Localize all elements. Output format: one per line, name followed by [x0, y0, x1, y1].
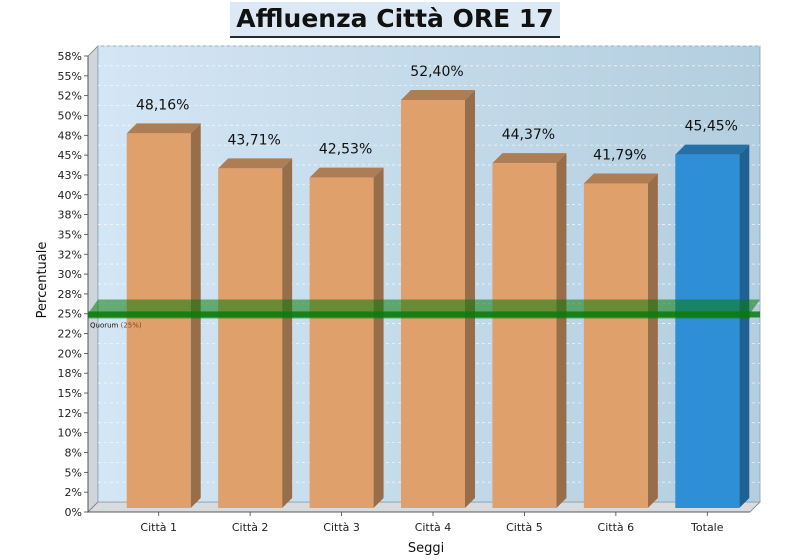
- data-label: 44,37%: [502, 127, 555, 143]
- y-tick-label: 35%: [58, 228, 82, 241]
- y-tick-label: 32%: [58, 248, 82, 261]
- x-category-label: Città 6: [598, 521, 635, 534]
- x-category-label: Totale: [690, 521, 724, 534]
- y-tick-label: 25%: [58, 308, 82, 321]
- data-label: 43,71%: [227, 132, 280, 148]
- bar-top: [492, 153, 567, 164]
- y-tick-label: 50%: [58, 109, 82, 122]
- bar-side: [647, 173, 658, 508]
- y-tick-label: 43%: [58, 169, 82, 182]
- y-tick-label: 12%: [58, 407, 82, 420]
- y-tick-label: 45%: [58, 149, 82, 162]
- x-axis-categories: Città 1 Città 2 Città 3 Città 4 Città 5 Città…: [88, 511, 750, 534]
- bar: [218, 168, 283, 508]
- bar-side: [373, 167, 384, 508]
- data-label: 45,45%: [685, 119, 738, 135]
- y-tick-label: 58%: [58, 50, 82, 63]
- bar: [583, 183, 648, 508]
- bar-top: [401, 90, 475, 101]
- y-axis-ticks: 0% 2% 5% 8% 10% 12% 15% 18% 20% 22% 25% 28% 30% 32% 35…: [58, 50, 89, 519]
- x-category-label: Città 2: [232, 521, 269, 534]
- x-category-label: Città 5: [506, 521, 543, 534]
- data-label: 48,16%: [136, 97, 189, 113]
- bar-side: [556, 153, 567, 508]
- bar-side: [465, 90, 475, 508]
- bar-side: [739, 144, 750, 509]
- bar-top: [583, 173, 658, 184]
- y-tick-label: 8%: [65, 447, 82, 460]
- bar-top: [675, 144, 750, 155]
- y-tick-label: 5%: [65, 466, 82, 479]
- y-tick-label: 38%: [58, 209, 82, 222]
- data-label: 42,53%: [319, 142, 372, 158]
- quorum-line: [88, 311, 760, 318]
- y-tick-label: 28%: [58, 288, 82, 301]
- y-tick-label: 0%: [65, 506, 82, 519]
- data-label: 41,79%: [593, 147, 646, 163]
- title-container: Affluenza Città ORE 17: [0, 0, 790, 38]
- bar-top: [126, 123, 201, 134]
- bar: [309, 177, 374, 508]
- x-category-label: Città 4: [415, 521, 452, 534]
- y-tick-label: 10%: [58, 427, 82, 440]
- quorum-label-text: Quorum: [90, 321, 119, 329]
- y-tick-label: 40%: [58, 189, 82, 202]
- quorum-line: Quorum (25%): [88, 299, 760, 329]
- bar-top: [218, 158, 293, 169]
- y-tick-label: 55%: [58, 70, 82, 83]
- y-tick-label: 15%: [58, 387, 82, 400]
- bar-top: [309, 167, 384, 178]
- x-category-label: Città 1: [140, 521, 177, 534]
- bar: [675, 154, 740, 509]
- y-tick-label: 22%: [58, 328, 82, 341]
- y-tick-label: 20%: [58, 347, 82, 360]
- y-tick-label: 18%: [58, 367, 82, 380]
- y-tick-label: 52%: [58, 90, 82, 103]
- bar: [126, 133, 191, 508]
- x-axis-label: Seggi: [408, 541, 444, 556]
- chart-title: Affluenza Città ORE 17: [230, 2, 560, 38]
- bar: [492, 163, 557, 508]
- left-wall: [87, 45, 99, 513]
- data-labels: 48,16% 43,71% 42,53% 52,40% 44,37% 41,79% 45,4…: [136, 64, 738, 163]
- bar-side: [282, 158, 293, 508]
- y-tick-label: 30%: [58, 268, 82, 281]
- y-tick-label: 2%: [65, 486, 82, 499]
- data-label: 52,40%: [410, 64, 463, 80]
- y-tick-label: 48%: [58, 129, 82, 142]
- quorum-label: Quorum (25%): [90, 321, 142, 329]
- quorum-label-value: (25%): [118, 321, 142, 329]
- y-axis-label: Percentuale: [35, 242, 50, 319]
- bars: [126, 90, 750, 509]
- x-category-label: Città 3: [323, 521, 360, 534]
